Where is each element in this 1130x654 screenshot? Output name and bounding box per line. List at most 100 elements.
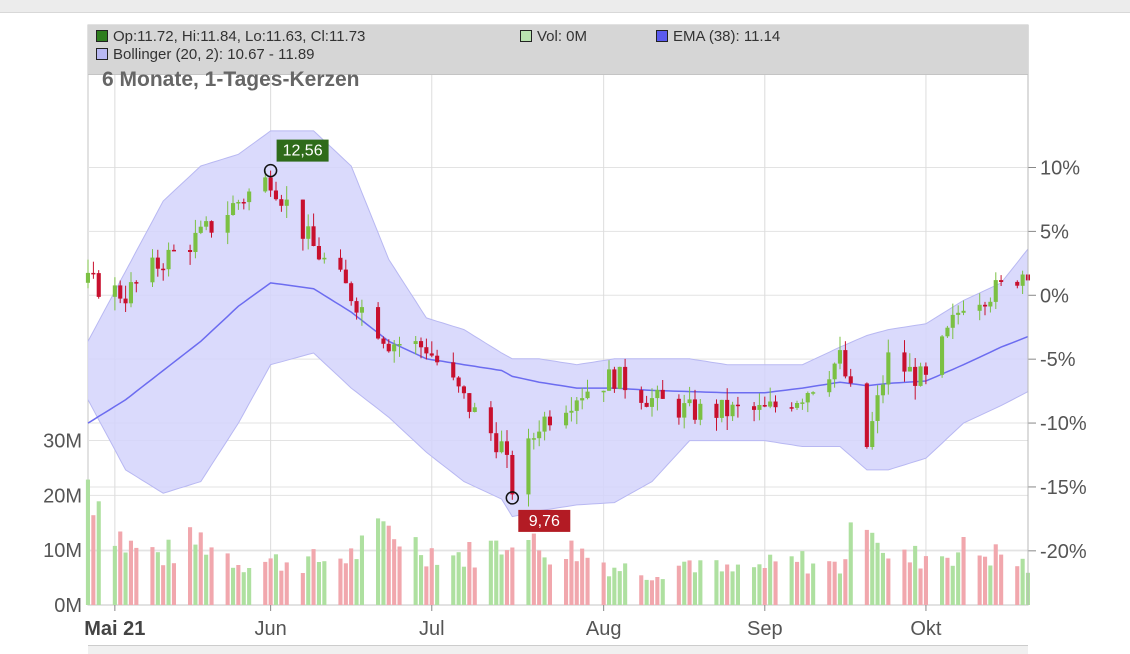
candle-body [574, 400, 579, 411]
candle-body [843, 350, 848, 377]
candle-body [85, 272, 90, 283]
candle-body [730, 404, 735, 417]
right-axis-tick-label: -5% [1040, 349, 1076, 371]
volume-bar [564, 559, 569, 605]
volume-bar [134, 547, 139, 605]
volume-bar [875, 542, 880, 605]
volume-bar [961, 537, 966, 605]
volume-bar [757, 564, 762, 605]
candle-body [435, 355, 440, 363]
candle-body [247, 191, 252, 203]
volume-bar [467, 542, 472, 605]
candle-body [96, 273, 101, 297]
volume-bar [649, 580, 654, 605]
volume-bar [940, 556, 945, 605]
volume-bar [580, 548, 585, 605]
bollinger-band-area [88, 130, 1028, 517]
candle-body [585, 391, 590, 399]
candle-body [1020, 274, 1025, 286]
right-axis-tick-label: -15% [1040, 477, 1087, 499]
volume-bar [424, 566, 429, 605]
bollinger-lower-line [87, 352, 1029, 518]
annotation-label-box [276, 139, 329, 162]
bottom-panel [88, 645, 1028, 654]
legend-volume: Vol: 0M [520, 29, 587, 45]
volume-bar [848, 522, 853, 605]
candle-body [451, 362, 456, 378]
volume-bar [692, 572, 697, 605]
right-axis-tick-label: 0% [1040, 285, 1069, 307]
candle-body [993, 280, 998, 302]
volume-bar [96, 501, 101, 605]
candle-body [188, 250, 193, 252]
candle-body [580, 398, 585, 401]
volume-bar [419, 555, 424, 605]
volume-bar [526, 540, 531, 605]
candle-body [381, 338, 386, 344]
volume-bar [956, 552, 961, 605]
ema-series-line [87, 282, 1029, 424]
volume-bar [800, 551, 805, 605]
candle-body [837, 350, 842, 364]
volume-bar [161, 565, 166, 605]
x-axis-tick-label: Aug [586, 618, 622, 640]
volume-bar [918, 568, 923, 605]
x-axis-tick-label: Mai 21 [84, 618, 145, 640]
candle-body [263, 177, 268, 192]
legend-ohlc-swatch [96, 30, 108, 42]
volume-bar [397, 546, 402, 605]
legend-ema-swatch [656, 30, 668, 42]
candle-body [376, 307, 381, 339]
candle-body [757, 405, 762, 410]
legend-bollinger-swatch [96, 48, 108, 60]
legend-bollinger: Bollinger (20, 2): 10.67 - 11.89 [96, 47, 315, 63]
candle-body [864, 383, 869, 447]
volume-bar [698, 560, 703, 605]
annotation-label-box [518, 509, 571, 532]
volume-bar [349, 548, 354, 605]
candle-body [316, 246, 321, 260]
candle-body [870, 421, 875, 447]
volume-bar [983, 556, 988, 605]
volume-bar [537, 550, 542, 605]
volume-bar [601, 562, 606, 605]
candle-body [359, 307, 364, 313]
candle-body [231, 203, 236, 215]
candle-body [284, 199, 289, 206]
volume-bar [870, 532, 875, 605]
x-axis-tick-label: Jul [419, 618, 445, 640]
volume-bar [795, 561, 800, 605]
candle-body [617, 366, 622, 389]
volume-bar [392, 539, 397, 605]
volume-bar [682, 561, 687, 605]
volume-bar [188, 527, 193, 605]
volume-bar [752, 567, 757, 605]
volume-axis-tick-label: 10M [43, 540, 82, 562]
candle-body [155, 257, 160, 269]
volume-axis-tick-label: 0M [54, 595, 82, 617]
legend-bollinger-label: Bollinger (20, 2): 10.67 - 11.89 [113, 46, 315, 63]
candle-body [504, 441, 509, 455]
volume-bar [950, 565, 955, 605]
volume-bar [923, 556, 928, 605]
candle-body [123, 298, 128, 304]
volume-bar [811, 563, 816, 605]
annotation-marker [263, 163, 278, 178]
volume-bar [676, 565, 681, 605]
candle-body [397, 344, 402, 346]
candle-body [499, 441, 504, 453]
candle-body [547, 416, 552, 426]
volume-bar [719, 571, 724, 605]
bollinger-bands [87, 130, 1029, 518]
candle-body [752, 406, 757, 410]
volume-bar [843, 559, 848, 605]
candle-body [349, 283, 354, 302]
candle-body [988, 301, 993, 307]
volume-bar [386, 525, 391, 605]
candle-body [343, 269, 348, 284]
candle-body [193, 232, 198, 252]
volume-bar [768, 554, 773, 605]
volume-bar [435, 564, 440, 605]
candle-body [827, 379, 832, 393]
candle-body [649, 398, 654, 407]
